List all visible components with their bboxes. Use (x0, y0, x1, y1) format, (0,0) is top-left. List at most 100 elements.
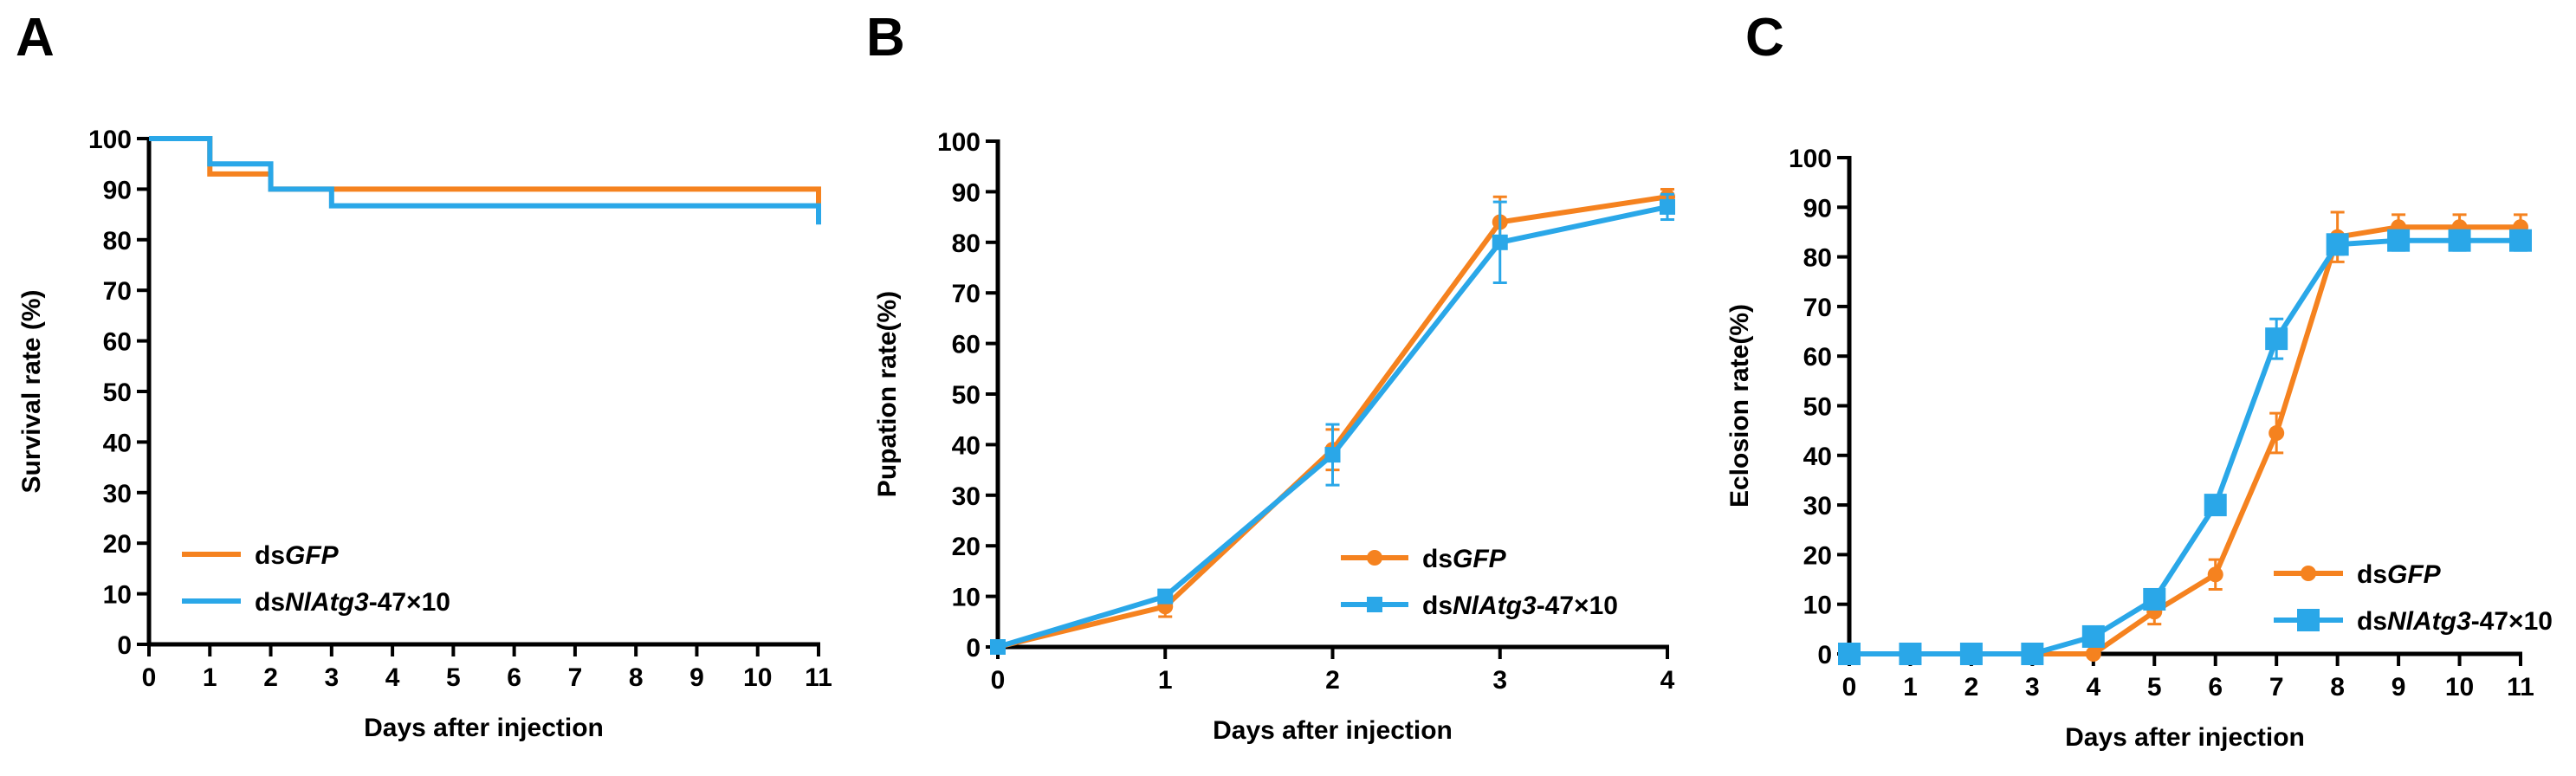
x-tick-label: 0 (991, 666, 1006, 695)
y-tick-label: 90 (1803, 194, 1832, 223)
y-tick-label: 30 (952, 482, 981, 511)
y-tick-label: 80 (1803, 244, 1832, 273)
x-tick-label: 2 (1325, 666, 1340, 695)
y-tick-label: 50 (1803, 393, 1832, 422)
y-tick-label: 0 (117, 631, 132, 660)
series-dsgfp-line (997, 194, 1668, 650)
series-dsnlatg3-point (1838, 643, 1861, 665)
panel-b-pupation-chart: 0 10 20 30 40 50 60 70 80 90 100 0 1 2 3 4 Days after in… (873, 128, 1675, 745)
legend-label-dsnlatg3: dsNlAtg3-47×10 (255, 588, 450, 617)
series-dsgfp-point (2207, 566, 2223, 583)
series-dsnlatg3-point (1959, 643, 1983, 665)
y-tick-label: 70 (1803, 294, 1832, 322)
x-tick-label: 9 (2392, 673, 2406, 702)
x-axis-title: Days after injection (364, 714, 604, 742)
series-dsnlatg3-point (2143, 587, 2166, 611)
y-tick-label: 10 (952, 584, 981, 612)
x-tick-label: 1 (1158, 666, 1173, 695)
legend-swatch-marker (2297, 609, 2320, 631)
y-axis-title: Eclosion rate(%) (1725, 304, 1754, 508)
x-tick-label: 0 (142, 663, 157, 692)
x-tick-label: 4 (1660, 666, 1675, 695)
y-tick-label: 0 (1817, 641, 1832, 669)
legend-swatch-marker (2301, 566, 2316, 581)
x-tick-label: 4 (2086, 673, 2100, 702)
series-dsnlatg3-point (2265, 327, 2288, 351)
y-tick-label: 30 (103, 480, 132, 508)
x-tick-label: 6 (507, 663, 521, 692)
series-dsnlatg3-point (2021, 643, 2044, 665)
y-tick-label: 100 (937, 128, 981, 157)
y-tick-label: 70 (952, 280, 981, 308)
series-dsnlatg3-step-line (149, 136, 821, 225)
x-tick-label: 3 (2025, 673, 2040, 702)
series-dsnlatg3-point (2081, 624, 2105, 648)
series-dsnlatg3-point (1660, 198, 1675, 215)
series-dsgfp-step-line (149, 136, 821, 210)
x-tick-label: 2 (263, 663, 278, 692)
x-tick-label: 7 (568, 663, 583, 692)
panel-a-survival-chart: 0 10 20 30 40 50 60 70 80 90 100 0 1 2 3 4 5 6 7 8 9 10 11 Days… (17, 126, 832, 742)
y-axis-title: Survival rate (%) (17, 289, 46, 493)
x-tick-label: 11 (2507, 673, 2534, 702)
legend-label-dsgfp: dsGFP (255, 541, 340, 570)
x-axis-title: Days after injection (2065, 723, 2305, 752)
legend-swatch-marker (1367, 550, 1382, 566)
legend-label-dsgfp: dsGFP (2357, 560, 2442, 589)
x-tick-label: 2 (1964, 673, 1979, 702)
series-dsnlatg3-point (2448, 229, 2471, 252)
y-tick-label: 20 (103, 530, 132, 559)
series-dsnlatg3-point (2204, 494, 2227, 517)
legend-label-dsnlatg3: dsNlAtg3-47×10 (2357, 607, 2553, 636)
y-tick-label: 20 (1803, 541, 1832, 570)
x-tick-label: 4 (385, 663, 400, 692)
x-tick-label: 3 (1492, 666, 1507, 695)
y-tick-label: 90 (103, 176, 132, 204)
series-dsnlatg3-point (1157, 588, 1174, 605)
x-tick-label: 11 (805, 663, 832, 692)
legend-label-dsnlatg3: dsNlAtg3-47×10 (1422, 592, 1618, 620)
y-tick-label: 30 (1803, 492, 1832, 521)
panel-c-eclosion-chart: 0 10 20 30 40 50 60 70 80 90 100 0 1 2 3 4 5 6 7 8 9 10 11 Days… (1725, 145, 2553, 752)
panel-label-c: C (1745, 8, 1784, 68)
y-tick-label: 40 (952, 431, 981, 460)
x-axis-title: Days after injection (1213, 716, 1453, 745)
y-axis-title: Pupation rate(%) (873, 291, 902, 497)
x-tick-label: 5 (2147, 673, 2162, 702)
y-tick-label: 10 (103, 581, 132, 610)
x-tick-label: 7 (2269, 673, 2284, 702)
series-dsgfp-point (2085, 646, 2101, 662)
y-tick-label: 60 (1803, 343, 1832, 372)
y-tick-label: 10 (1803, 592, 1832, 620)
legend-label-dsgfp: dsGFP (1422, 545, 1507, 573)
x-tick-label: 6 (2208, 673, 2223, 702)
series-dsnlatg3-point (2326, 233, 2349, 256)
y-tick-label: 50 (103, 378, 132, 407)
y-tick-label: 0 (966, 634, 981, 663)
x-tick-label: 9 (689, 663, 704, 692)
x-tick-label: 8 (629, 663, 644, 692)
y-tick-label: 60 (952, 331, 981, 359)
x-tick-label: 3 (324, 663, 339, 692)
series-dsnlatg3-point (2387, 229, 2411, 252)
series-dsnlatg3-point (2509, 229, 2532, 252)
x-tick-label: 10 (2445, 673, 2474, 702)
series-dsgfp-point (2269, 425, 2285, 442)
y-tick-label: 100 (1789, 145, 1832, 173)
legend-swatch-marker (1367, 597, 1382, 612)
series-dsnlatg3-point (990, 639, 1006, 655)
y-tick-label: 40 (103, 429, 132, 457)
x-tick-label: 1 (203, 663, 217, 692)
x-tick-label: 1 (1903, 673, 1918, 702)
x-tick-label: 5 (446, 663, 461, 692)
panel-label-b: B (866, 8, 905, 68)
y-tick-label: 90 (952, 178, 981, 207)
y-tick-label: 50 (952, 381, 981, 410)
series-dsnlatg3-point (1492, 234, 1508, 250)
x-tick-label: 8 (2330, 673, 2345, 702)
y-tick-label: 80 (952, 230, 981, 258)
y-tick-label: 100 (88, 126, 132, 154)
y-tick-label: 40 (1803, 443, 1832, 471)
y-tick-label: 60 (103, 328, 132, 357)
